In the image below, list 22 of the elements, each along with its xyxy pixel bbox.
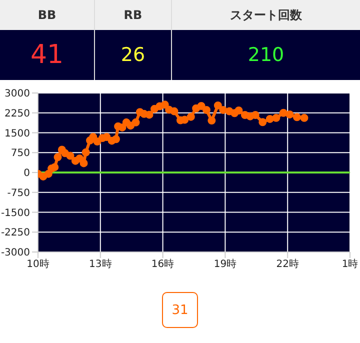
y-tick-label: -2250 [0,228,30,239]
y-tick-label: -750 [7,188,30,199]
y-tick-label: 1500 [4,128,30,140]
x-tick-label: 13時 [89,258,112,270]
text: 26 [120,44,146,66]
text: 210 [248,44,284,66]
y-tick-label: -3000 [0,248,30,259]
x-tick-label: 10時 [26,258,50,270]
category-label: BB [0,0,94,30]
x-tick-label: 19時 [214,258,237,270]
y-tick-label: 0 [24,168,30,180]
category-label: RB [95,0,171,30]
text: 31 [162,292,198,328]
y-tick-label: 2250 [4,108,30,120]
text: 41 [30,40,64,70]
x-tick-label: 16時 [151,258,174,270]
x-tick-label: 22時 [276,258,299,270]
y-tick-label: 750 [10,148,30,160]
category-label: スタート回数 [172,0,360,30]
x-tick-label: 1時 [342,258,358,270]
y-tick-label: 3000 [4,88,30,100]
y-tick-label: -1500 [0,208,30,219]
